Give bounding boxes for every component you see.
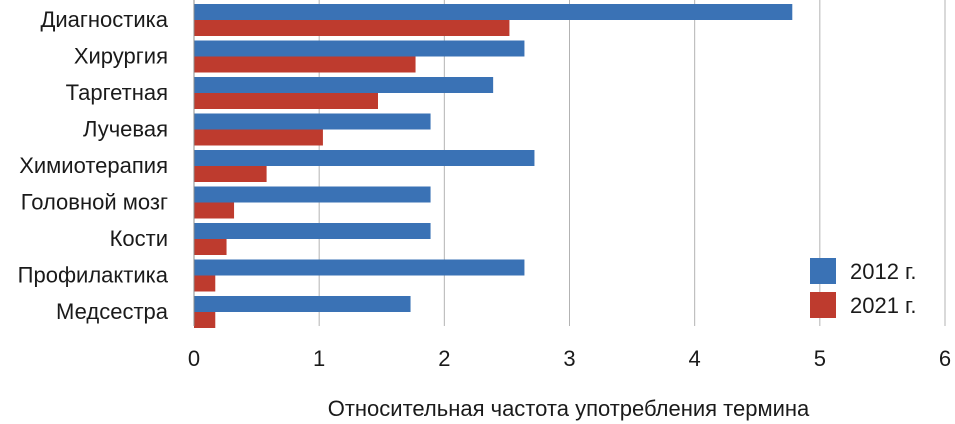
bar-series-1 <box>194 4 793 20</box>
category-label: Таргетная <box>66 80 168 105</box>
legend-label: 2012 г. <box>850 259 917 284</box>
x-tick-label: 4 <box>689 346 701 371</box>
bar-series-2 <box>194 56 416 73</box>
bar-series-2 <box>194 202 235 219</box>
bar-series-2 <box>194 312 216 328</box>
category-label: Хирургия <box>74 44 168 69</box>
category-labels: Диагностика Хирургия Таргетная Лучевая Химио… <box>18 7 169 324</box>
bar-series-2 <box>194 93 378 109</box>
x-tick-label: 3 <box>563 346 575 371</box>
legend: 2012 г. 2021 г. <box>810 258 917 318</box>
x-tick-label: 0 <box>188 346 200 371</box>
bar-series-1 <box>194 77 494 93</box>
legend-swatch <box>810 292 836 318</box>
bar-series-1 <box>194 40 525 57</box>
x-tick-label: 2 <box>438 346 450 371</box>
bar-series-1 <box>194 296 411 312</box>
bar-series-2 <box>194 275 216 292</box>
x-tick-label: 6 <box>939 346 951 371</box>
bar-series-1 <box>194 223 431 239</box>
category-label: Диагностика <box>40 7 168 32</box>
bar-series-2 <box>194 129 323 146</box>
bar-series-2 <box>194 166 267 182</box>
legend-label: 2021 г. <box>850 293 917 318</box>
category-label: Кости <box>110 226 168 251</box>
legend-swatch <box>810 258 836 284</box>
bar-series-1 <box>194 186 431 203</box>
bars <box>194 4 793 328</box>
x-axis-title: Относительная частота употребления терми… <box>328 396 810 421</box>
bar-series-1 <box>194 259 525 276</box>
category-label: Головной мозг <box>21 190 168 215</box>
category-label: Лучевая <box>83 117 168 142</box>
bar-series-1 <box>194 150 535 166</box>
category-label: Медсестра <box>56 299 169 324</box>
category-label: Профилактика <box>18 263 169 288</box>
bar-series-2 <box>194 20 510 36</box>
x-tick-label: 1 <box>313 346 325 371</box>
x-tick-labels: 0 1 2 3 4 5 6 <box>188 346 951 371</box>
category-label: Химиотерапия <box>19 153 168 178</box>
bar-series-2 <box>194 239 227 255</box>
x-tick-label: 5 <box>814 346 826 371</box>
bar-series-1 <box>194 113 431 130</box>
